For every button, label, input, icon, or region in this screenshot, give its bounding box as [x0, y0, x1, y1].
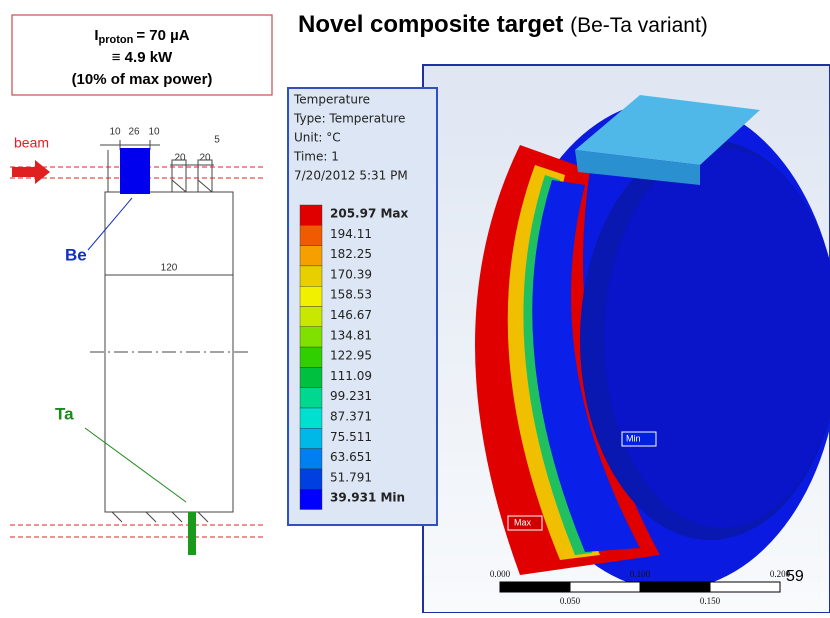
legend-swatch: [299, 448, 323, 470]
scale-label: 0.150: [700, 596, 721, 606]
be-block: [120, 148, 150, 194]
power: ≡ 4.9 kW: [112, 49, 173, 66]
legend-level: 205.97 Max: [330, 207, 409, 221]
legend-level: 75.511: [330, 430, 372, 444]
current: Iproton = 70 µA: [94, 27, 189, 46]
beam-label: beam: [14, 135, 49, 151]
legend: Temperature Type: Temperature Unit: °C Time…: [293, 93, 409, 510]
legend-swatch: [299, 225, 323, 246]
legend-level: 170.39: [330, 267, 372, 281]
page-number: 59: [786, 568, 804, 585]
legend-line: Type: Temperature: [293, 112, 405, 126]
legend-swatch: [299, 346, 323, 368]
scale-label: 0.000: [490, 569, 511, 579]
legend-level: 39.931 Min: [330, 491, 405, 505]
legend-level: 158.53: [330, 288, 372, 302]
dimension: 20: [199, 153, 211, 164]
info-box: [11, 14, 273, 96]
legend-swatch: [299, 306, 323, 327]
legend-level: 63.651: [330, 450, 372, 464]
legend-line: Time: 1: [293, 150, 339, 164]
legend-level: 99.231: [330, 389, 372, 403]
scale-label: 0.100: [630, 569, 651, 579]
legend-line: 7/20/2012 5:31 PM: [294, 169, 408, 183]
drawing: [90, 140, 250, 523]
legend-line: Unit: °C: [294, 131, 341, 145]
ta-block: [188, 512, 196, 555]
be-label: Be: [65, 245, 87, 264]
legend-level: 194.11: [330, 227, 372, 241]
ring: [475, 95, 830, 590]
dimension: 5: [214, 135, 220, 146]
legend-swatch: [299, 326, 323, 348]
ta-pointer: [84, 427, 187, 503]
legend-level: 51.791: [330, 470, 372, 484]
scale-bar: [499, 581, 781, 593]
dimension: 26: [128, 127, 140, 138]
legend-level: 122.95: [330, 349, 372, 363]
legend-line: Temperature: [293, 93, 370, 107]
legend-level: 111.09: [330, 369, 372, 383]
title: Novel composite target (Be-Ta variant): [298, 11, 708, 38]
legend-level: 134.81: [330, 328, 372, 342]
scale-label: 0.200: [770, 569, 791, 579]
legend-swatch: [299, 265, 323, 287]
max-tag-text: Max: [514, 517, 532, 527]
legend-swatch: [299, 387, 323, 409]
legend-swatch: [299, 245, 323, 267]
min-tag-text: Min: [626, 433, 641, 443]
scale-label: 0.050: [560, 596, 581, 606]
max-tag: [507, 515, 543, 531]
legend-swatch: [299, 407, 323, 429]
legend-swatch: [299, 367, 323, 388]
legend-swatch: [299, 489, 323, 510]
legend-swatch: [299, 286, 323, 307]
dimension: 10: [148, 127, 160, 138]
dimension: 10: [109, 127, 121, 138]
ta-label: Ta: [55, 404, 74, 423]
legend-swatch: [299, 428, 323, 449]
legend-swatch: [299, 204, 323, 226]
legend-swatch: [299, 468, 323, 490]
legend-level: 182.25: [330, 247, 372, 261]
legend-level: 87.371: [330, 410, 372, 424]
beam-arrow: [12, 160, 50, 184]
be-pointer: [87, 197, 133, 251]
dimension: 120: [161, 263, 178, 274]
fraction: (10% of max power): [72, 71, 213, 88]
legend-level: 146.67: [330, 308, 372, 322]
dimension: 20: [174, 153, 186, 164]
min-tag: [621, 431, 657, 447]
